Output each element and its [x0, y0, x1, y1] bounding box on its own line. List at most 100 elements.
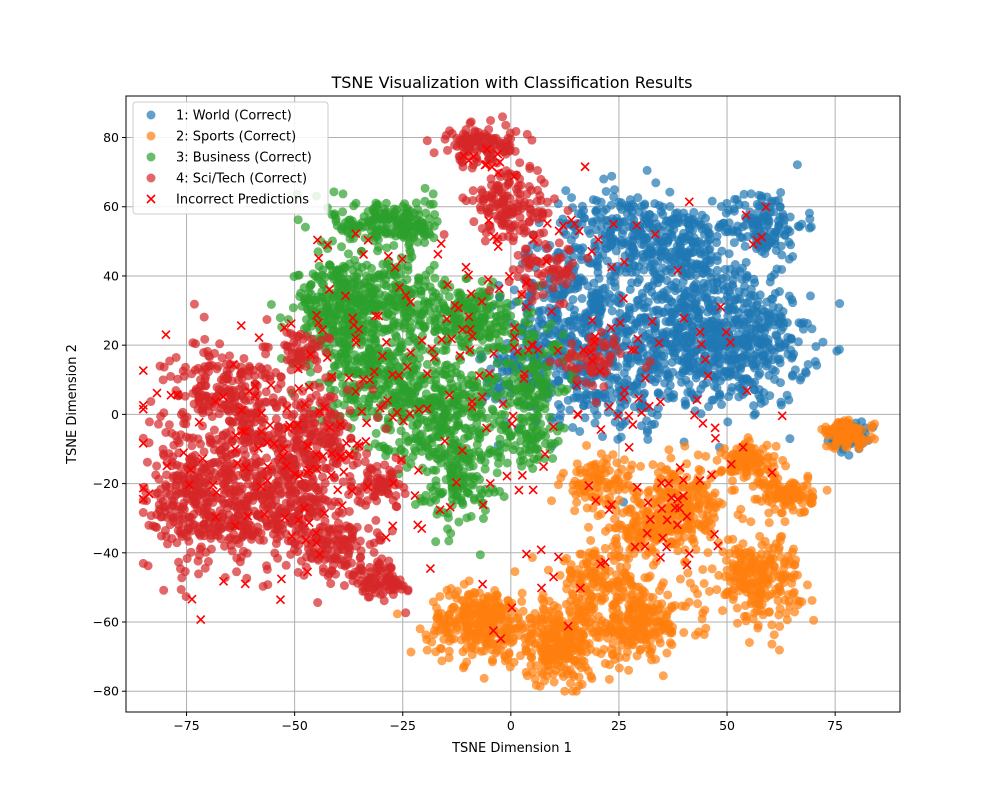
- data-point: [776, 397, 786, 407]
- data-point: [371, 198, 381, 208]
- data-point: [734, 465, 744, 475]
- data-point: [402, 274, 412, 284]
- data-point: [704, 402, 714, 412]
- data-point: [369, 273, 379, 283]
- data-point: [682, 495, 692, 505]
- data-point: [406, 647, 416, 657]
- data-point: [338, 189, 348, 199]
- data-point: [728, 318, 738, 328]
- data-point: [371, 428, 381, 438]
- data-point: [785, 434, 795, 444]
- data-point: [698, 564, 708, 574]
- data-point: [539, 619, 549, 629]
- data-point: [623, 471, 633, 481]
- data-point: [722, 291, 732, 301]
- data-point: [432, 603, 442, 613]
- data-point: [591, 206, 601, 216]
- data-point: [780, 230, 790, 240]
- data-point: [656, 461, 666, 471]
- data-point: [652, 410, 662, 420]
- data-point: [769, 347, 779, 357]
- data-point: [723, 417, 733, 427]
- data-point: [649, 306, 659, 316]
- data-point: [649, 321, 659, 331]
- data-point: [648, 603, 658, 613]
- data-point: [740, 200, 750, 210]
- data-point: [597, 616, 607, 626]
- data-point: [392, 216, 402, 226]
- data-point: [628, 640, 638, 650]
- data-point: [688, 316, 698, 326]
- data-point: [784, 237, 794, 247]
- data-point: [589, 278, 599, 288]
- data-point: [517, 588, 527, 598]
- data-point: [609, 185, 619, 195]
- data-point: [408, 332, 418, 342]
- data-point: [683, 219, 693, 229]
- data-point: [587, 674, 597, 684]
- data-point: [696, 409, 706, 419]
- data-point: [342, 394, 352, 404]
- data-point: [686, 235, 696, 245]
- data-point: [750, 409, 760, 419]
- data-point: [748, 359, 758, 369]
- data-point: [737, 233, 747, 243]
- data-point: [411, 217, 421, 227]
- data-point: [590, 317, 600, 327]
- data-point: [728, 275, 738, 285]
- data-point: [595, 305, 605, 315]
- data-point: [518, 606, 528, 616]
- data-point: [421, 630, 431, 640]
- data-point: [558, 214, 568, 224]
- data-point: [775, 354, 785, 364]
- data-point: [755, 531, 765, 541]
- data-point: [350, 285, 360, 295]
- data-point: [636, 596, 646, 606]
- data-point: [647, 643, 657, 653]
- data-point: [641, 233, 651, 243]
- data-point: [366, 219, 376, 229]
- data-point: [293, 270, 303, 280]
- data-point: [479, 673, 489, 683]
- data-point: [790, 560, 800, 570]
- data-point: [665, 202, 675, 212]
- data-point: [707, 564, 717, 574]
- data-point: [510, 567, 520, 577]
- data-point: [580, 492, 590, 502]
- data-point: [674, 532, 684, 542]
- data-point: [531, 638, 541, 648]
- data-point: [712, 256, 722, 266]
- data-point: [744, 568, 754, 578]
- data-point: [697, 210, 707, 220]
- data-point: [630, 251, 640, 261]
- data-point: [779, 219, 789, 229]
- data-point: [509, 285, 519, 295]
- data-point: [650, 199, 660, 209]
- data-point: [763, 311, 773, 321]
- data-point: [731, 549, 741, 559]
- data-point: [737, 360, 747, 370]
- data-point: [693, 450, 703, 460]
- data-point: [664, 317, 674, 327]
- data-point: [778, 209, 788, 219]
- data-point: [747, 217, 757, 227]
- data-point: [721, 227, 731, 237]
- data-point: [783, 590, 793, 600]
- data-point: [758, 479, 768, 489]
- data-point: [760, 249, 770, 259]
- data-point: [691, 365, 701, 375]
- data-point: [600, 658, 610, 668]
- data-point: [622, 362, 632, 372]
- data-point: [616, 629, 626, 639]
- data-point: [317, 287, 327, 297]
- data-point: [328, 266, 338, 276]
- data-point: [526, 619, 536, 629]
- data-point: [787, 489, 797, 499]
- data-point: [660, 617, 670, 627]
- data-point: [742, 298, 752, 308]
- data-point: [642, 219, 652, 229]
- data-point: [774, 610, 784, 620]
- data-point: [581, 639, 591, 649]
- data-point: [609, 192, 619, 202]
- data-point: [568, 295, 578, 305]
